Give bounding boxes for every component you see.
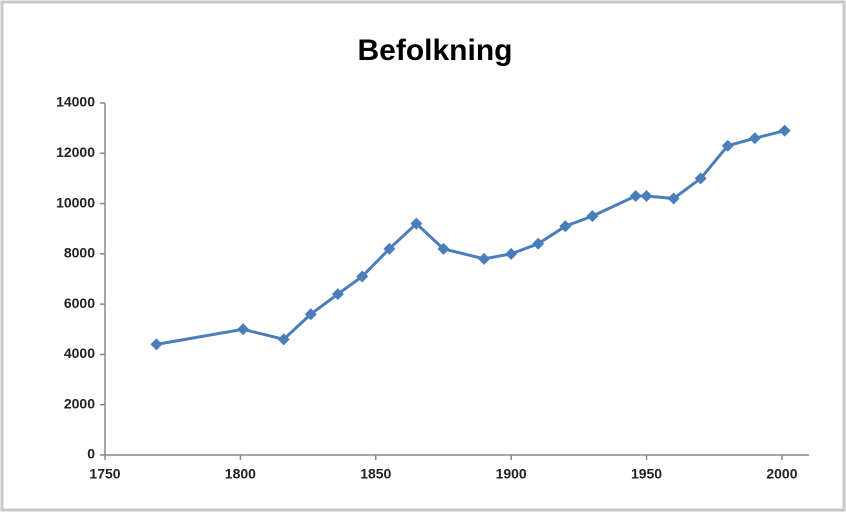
- y-tick-label: 12000: [56, 144, 95, 160]
- y-tick-label: 8000: [64, 245, 95, 261]
- data-point: [532, 237, 545, 250]
- data-point: [150, 338, 163, 351]
- data-point: [640, 190, 653, 203]
- data-point: [586, 210, 599, 223]
- data-point: [721, 139, 734, 152]
- y-tick-label: 2000: [64, 395, 95, 411]
- data-point: [237, 323, 250, 336]
- data-point: [505, 247, 518, 260]
- data-point: [331, 288, 344, 301]
- data-point: [437, 242, 450, 255]
- y-tick-label: 0: [87, 446, 95, 462]
- y-tick-label: 10000: [56, 194, 95, 210]
- y-tick-label: 4000: [64, 345, 95, 361]
- x-tick-label: 1800: [225, 466, 256, 482]
- data-point: [629, 190, 642, 203]
- data-point: [667, 192, 680, 205]
- data-point: [748, 132, 761, 145]
- data-point: [478, 252, 491, 265]
- y-tick-label: 6000: [64, 295, 95, 311]
- x-tick-label: 1750: [89, 466, 120, 482]
- data-point: [410, 217, 423, 230]
- data-point: [694, 172, 707, 185]
- x-tick-label: 1900: [496, 466, 527, 482]
- data-point: [304, 308, 317, 321]
- y-tick-label: 14000: [56, 94, 95, 110]
- chart-title: Befolkning: [358, 34, 513, 67]
- data-point: [778, 124, 791, 137]
- data-point: [559, 220, 572, 233]
- data-point: [277, 333, 290, 346]
- data-point: [356, 270, 369, 283]
- x-tick-label: 1850: [360, 466, 391, 482]
- data-point: [383, 242, 396, 255]
- x-tick-label: 1950: [631, 466, 662, 482]
- x-tick-label: 2000: [766, 466, 797, 482]
